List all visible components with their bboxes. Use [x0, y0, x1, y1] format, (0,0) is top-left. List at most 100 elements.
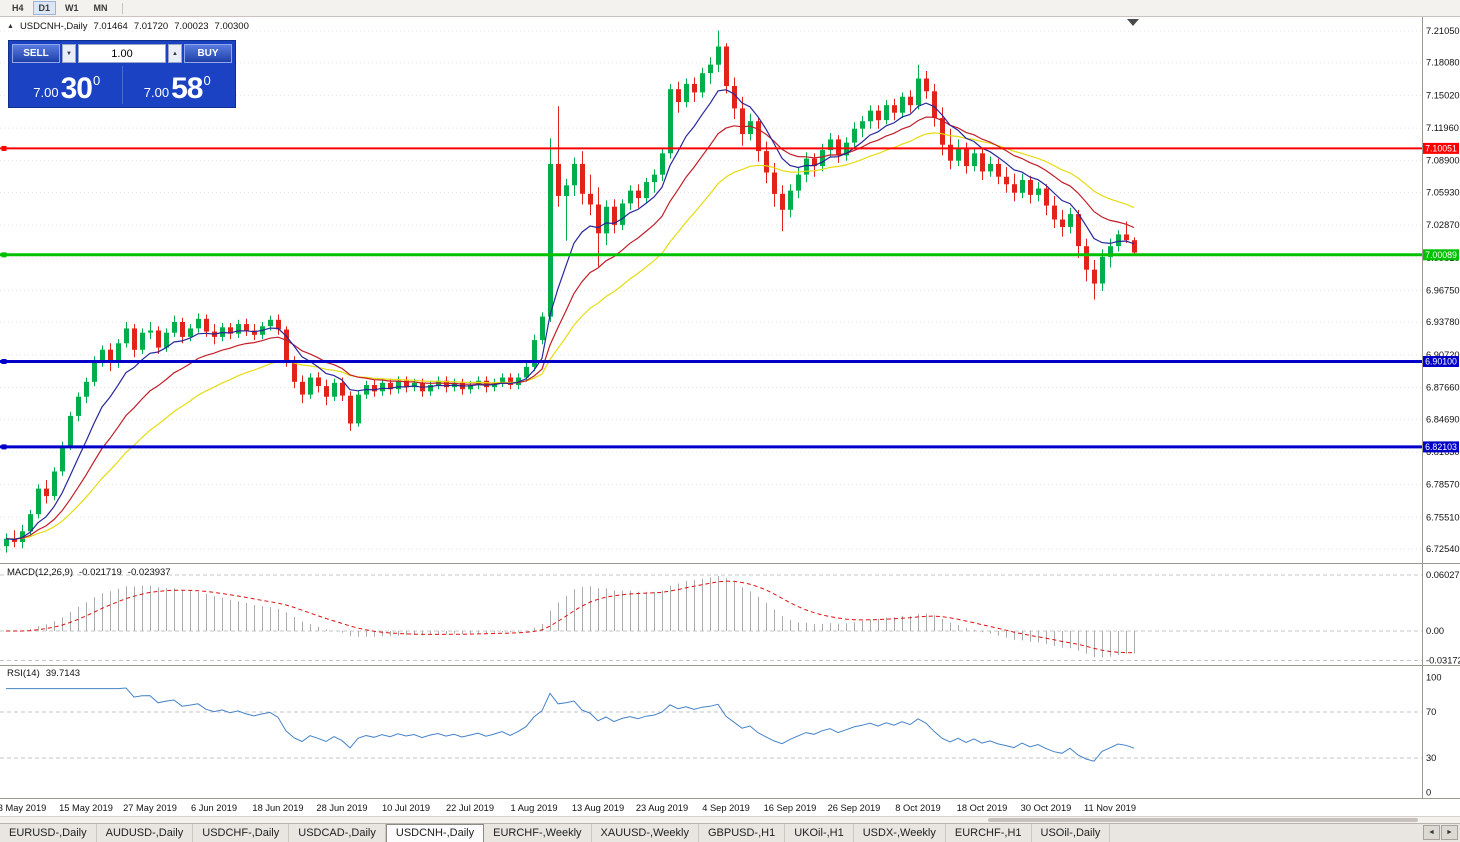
svg-text:6.78570: 6.78570 — [1426, 480, 1460, 490]
rsi-indicator-label: RSI(14) 39.7143 — [7, 668, 80, 679]
svg-text:7.18080: 7.18080 — [1426, 58, 1460, 68]
timeframe-toolbar: H4 D1 W1 MN — [0, 0, 1460, 17]
svg-text:28 Jun 2019: 28 Jun 2019 — [316, 803, 367, 813]
hline-price-tag-text: 6.90100 — [1425, 357, 1457, 367]
toolbar-separator — [121, 2, 123, 14]
chart-quote-label: ▲ USDCNH-,Daily 7.01464 7.01720 7.00023 … — [7, 21, 249, 32]
svg-text:15 May 2019: 15 May 2019 — [59, 803, 113, 813]
one-click-trading-controls: SELL ▼ ▲ BUY — [12, 44, 232, 63]
high-value: 7.01720 — [133, 21, 169, 32]
svg-text:27 May 2019: 27 May 2019 — [123, 803, 177, 813]
sell-button[interactable]: SELL — [12, 44, 60, 63]
timeframe-d1-button[interactable]: D1 — [32, 1, 57, 15]
bid-ask-prices: 7.00 30 0 7.00 58 0 — [12, 66, 232, 104]
rsi-value: 39.7143 — [45, 668, 81, 679]
volume-input[interactable] — [78, 44, 166, 63]
chart-tab-usdcad-daily[interactable]: USDCAD-,Daily — [289, 824, 386, 842]
svg-text:6 Jun 2019: 6 Jun 2019 — [191, 803, 237, 813]
chart-tab-eurusd-daily[interactable]: EURUSD-,Daily — [0, 824, 97, 842]
horizontal-scrollbar[interactable] — [0, 816, 1460, 823]
candles — [4, 30, 1137, 553]
buy-button[interactable]: BUY — [184, 44, 232, 63]
tab-scroll-right-button[interactable]: ► — [1441, 825, 1458, 840]
svg-text:23 Aug 2019: 23 Aug 2019 — [636, 803, 688, 813]
svg-text:6.75510: 6.75510 — [1426, 512, 1460, 522]
chart-tab-gbpusd-h1[interactable]: GBPUSD-,H1 — [699, 824, 786, 842]
macd-main-value: -0.021719 — [79, 567, 122, 578]
macd-signal-value: -0.023937 — [127, 567, 171, 578]
svg-text:7.21050: 7.21050 — [1426, 26, 1460, 36]
hline-price-tag-text: 7.00089 — [1425, 250, 1457, 260]
svg-text:26 Sep 2019: 26 Sep 2019 — [828, 803, 881, 813]
volume-decrease-button[interactable]: ▼ — [62, 44, 76, 63]
horizontal-scrollbar-thumb[interactable] — [988, 818, 1418, 822]
ma-slow-line — [5, 132, 1135, 540]
svg-text:30: 30 — [1426, 753, 1436, 763]
chart-tabs-bar: EURUSD-,Daily AUDUSD-,Daily USDCHF-,Daily U… — [0, 823, 1460, 842]
chart-tab-eurchf-h1[interactable]: EURCHF-,H1 — [946, 824, 1032, 842]
svg-text:13 Aug 2019: 13 Aug 2019 — [572, 803, 624, 813]
svg-text:6.90720: 6.90720 — [1426, 350, 1460, 360]
chart-tab-eurchf-weekly[interactable]: EURCHF-,Weekly — [484, 824, 592, 842]
price-gridlines — [0, 30, 1422, 550]
svg-text:0.00: 0.00 — [1426, 626, 1444, 636]
svg-text:7.05930: 7.05930 — [1426, 188, 1460, 198]
timeframe-mn-button[interactable]: MN — [88, 1, 114, 15]
bid-price-display[interactable]: 7.00 30 0 — [12, 66, 123, 104]
macd-signal-line — [6, 580, 1135, 654]
volume-increase-button[interactable]: ▲ — [168, 44, 182, 63]
symbol-period-label: USDCNH-,Daily — [19, 21, 88, 32]
svg-text:0: 0 — [1426, 788, 1431, 798]
chart-tab-usdx-weekly[interactable]: USDX-,Weekly — [854, 824, 946, 842]
chart-tab-ukoil-h1[interactable]: UKOil-,H1 — [785, 824, 854, 842]
macd-indicator-label: MACD(12,26,9) -0.021719 -0.023937 — [7, 567, 171, 578]
hline-handle[interactable] — [1, 252, 7, 258]
open-value: 7.01464 — [93, 21, 128, 32]
bid-prefix: 7.00 — [33, 85, 59, 100]
hline-handle[interactable] — [1, 444, 7, 450]
hline-price-tag — [1423, 142, 1459, 154]
svg-text:100: 100 — [1426, 673, 1442, 683]
svg-text:30 Oct 2019: 30 Oct 2019 — [1021, 803, 1072, 813]
close-value: 7.00300 — [214, 21, 249, 32]
rsi-name: RSI(14) — [7, 668, 40, 679]
chart-tab-xauusd-weekly[interactable]: XAUUSD-,Weekly — [592, 824, 699, 842]
collapse-ohlc-icon[interactable]: ▲ — [7, 23, 14, 30]
bid-pips: 30 — [60, 72, 93, 105]
chart-tab-usdchf-daily[interactable]: USDCHF-,Daily — [193, 824, 290, 842]
svg-text:0.060273: 0.060273 — [1426, 570, 1460, 580]
chart-tab-usoil-daily[interactable]: USOil-,Daily — [1032, 824, 1111, 842]
hline-handle[interactable] — [1, 358, 7, 364]
ask-pips: 58 — [171, 72, 203, 105]
macd-panel: 0.060273 0.00 -0.03172 — [0, 570, 1460, 666]
svg-text:-0.03172: -0.03172 — [1426, 656, 1460, 666]
svg-text:6.72540: 6.72540 — [1426, 544, 1460, 554]
svg-text:3 May 2019: 3 May 2019 — [0, 803, 46, 813]
timeframe-h4-button[interactable]: H4 — [6, 1, 30, 15]
svg-text:10 Jul 2019: 10 Jul 2019 — [382, 803, 430, 813]
ask-price-display[interactable]: 7.00 58 0 — [123, 66, 233, 104]
macd-name: MACD(12,26,9) — [7, 567, 73, 578]
low-value: 7.00023 — [174, 21, 209, 32]
chart-tab-audusd-daily[interactable]: AUDUSD-,Daily — [97, 824, 194, 842]
hline-price-tag-text: 6.82103 — [1425, 442, 1457, 452]
bid-fraction: 0 — [92, 73, 101, 88]
ask-fraction: 0 — [203, 73, 211, 88]
tab-scroll-left-button[interactable]: ◄ — [1423, 825, 1440, 840]
timeframe-w1-button[interactable]: W1 — [59, 1, 85, 15]
svg-text:7.15020: 7.15020 — [1426, 90, 1460, 100]
svg-text:6.84690: 6.84690 — [1426, 414, 1460, 424]
chart-tab-usdcnh-daily[interactable]: USDCNH-,Daily — [385, 824, 485, 842]
svg-text:8 Oct 2019: 8 Oct 2019 — [895, 803, 940, 813]
chart-shift-marker[interactable] — [1127, 19, 1139, 26]
svg-text:7.02870: 7.02870 — [1426, 220, 1460, 230]
svg-text:18 Jun 2019: 18 Jun 2019 — [252, 803, 303, 813]
hline-price-tag — [1423, 249, 1459, 261]
tab-scroll-controls: ◄ ► — [1423, 825, 1458, 840]
hline-price-tag — [1423, 441, 1459, 453]
hline-handle[interactable] — [1, 145, 7, 151]
hline-price-tag — [1423, 356, 1459, 367]
svg-text:6.93780: 6.93780 — [1426, 317, 1460, 327]
